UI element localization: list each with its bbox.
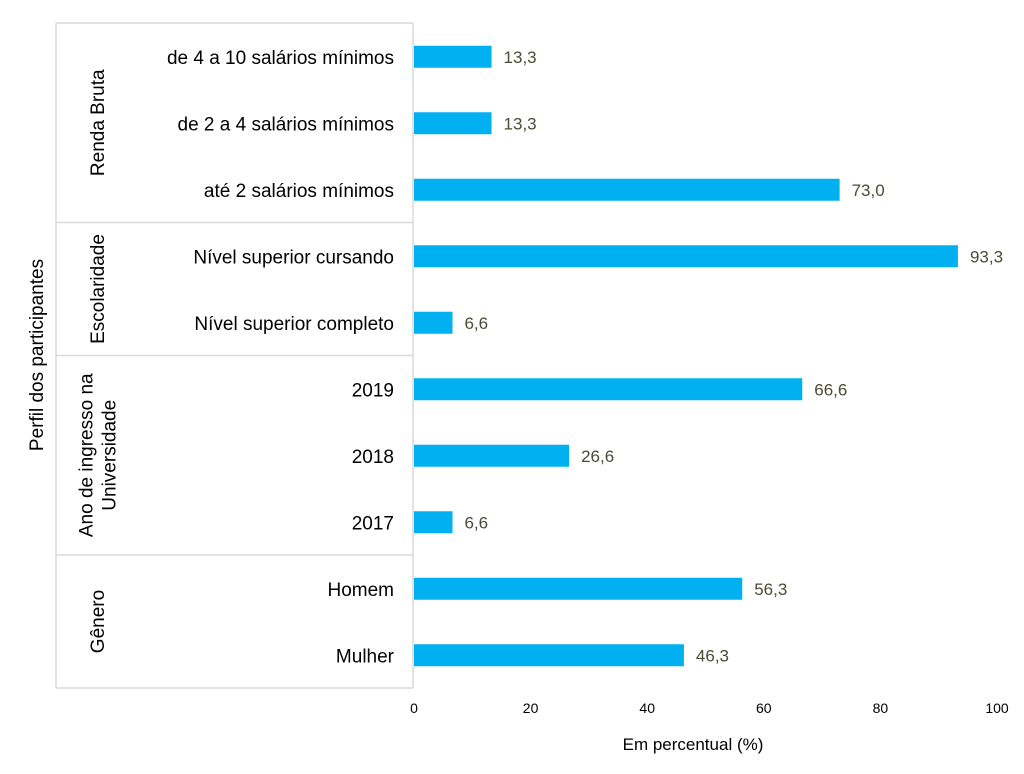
bar bbox=[414, 378, 803, 401]
category-label: de 4 a 10 salários mínimos bbox=[167, 48, 394, 69]
data-label: 73,0 bbox=[852, 181, 885, 200]
y-axis-title: Perfil dos participantes bbox=[27, 259, 48, 451]
bar bbox=[414, 444, 570, 467]
x-tick-label: 0 bbox=[410, 700, 418, 716]
group-label: Escolaridade bbox=[88, 234, 109, 344]
category-label: 2019 bbox=[352, 380, 394, 401]
bar bbox=[414, 511, 453, 534]
bar bbox=[414, 112, 492, 135]
bar bbox=[414, 178, 840, 201]
x-tick-label: 20 bbox=[523, 700, 539, 716]
x-tick-label: 40 bbox=[639, 700, 655, 716]
x-tick-label: 60 bbox=[756, 700, 772, 716]
category-label: Nível superior completo bbox=[194, 314, 394, 335]
bar bbox=[414, 45, 492, 68]
data-label: 13,3 bbox=[504, 48, 537, 67]
category-label: 2018 bbox=[352, 447, 394, 468]
category-label: de 2 a 4 salários mínimos bbox=[178, 114, 395, 135]
bar bbox=[414, 245, 958, 268]
data-label: 56,3 bbox=[754, 580, 787, 599]
bar bbox=[414, 644, 684, 667]
bar bbox=[414, 577, 743, 600]
group-label: Gênero bbox=[88, 590, 109, 653]
data-label: 46,3 bbox=[696, 646, 729, 665]
bar bbox=[414, 311, 453, 334]
data-label: 6,6 bbox=[464, 513, 488, 532]
category-label: Nível superior cursando bbox=[193, 247, 394, 268]
data-label: 66,6 bbox=[814, 380, 847, 399]
category-label: Homem bbox=[327, 580, 394, 601]
x-tick-label: 80 bbox=[873, 700, 889, 716]
category-label: 2017 bbox=[352, 513, 394, 534]
data-label: 13,3 bbox=[504, 114, 537, 133]
data-label: 26,6 bbox=[581, 447, 614, 466]
data-label: 93,3 bbox=[970, 247, 1003, 266]
group-label: Universidade bbox=[100, 400, 121, 511]
category-label: até 2 salários mínimos bbox=[204, 181, 394, 202]
group-label: Ano de ingresso na bbox=[77, 373, 98, 537]
x-axis-title: Em percentual (%) bbox=[623, 735, 764, 754]
group-label: Renda Bruta bbox=[88, 69, 109, 176]
category-label: Mulher bbox=[336, 646, 395, 667]
x-tick-label: 100 bbox=[985, 700, 1009, 716]
data-label: 6,6 bbox=[464, 314, 488, 333]
